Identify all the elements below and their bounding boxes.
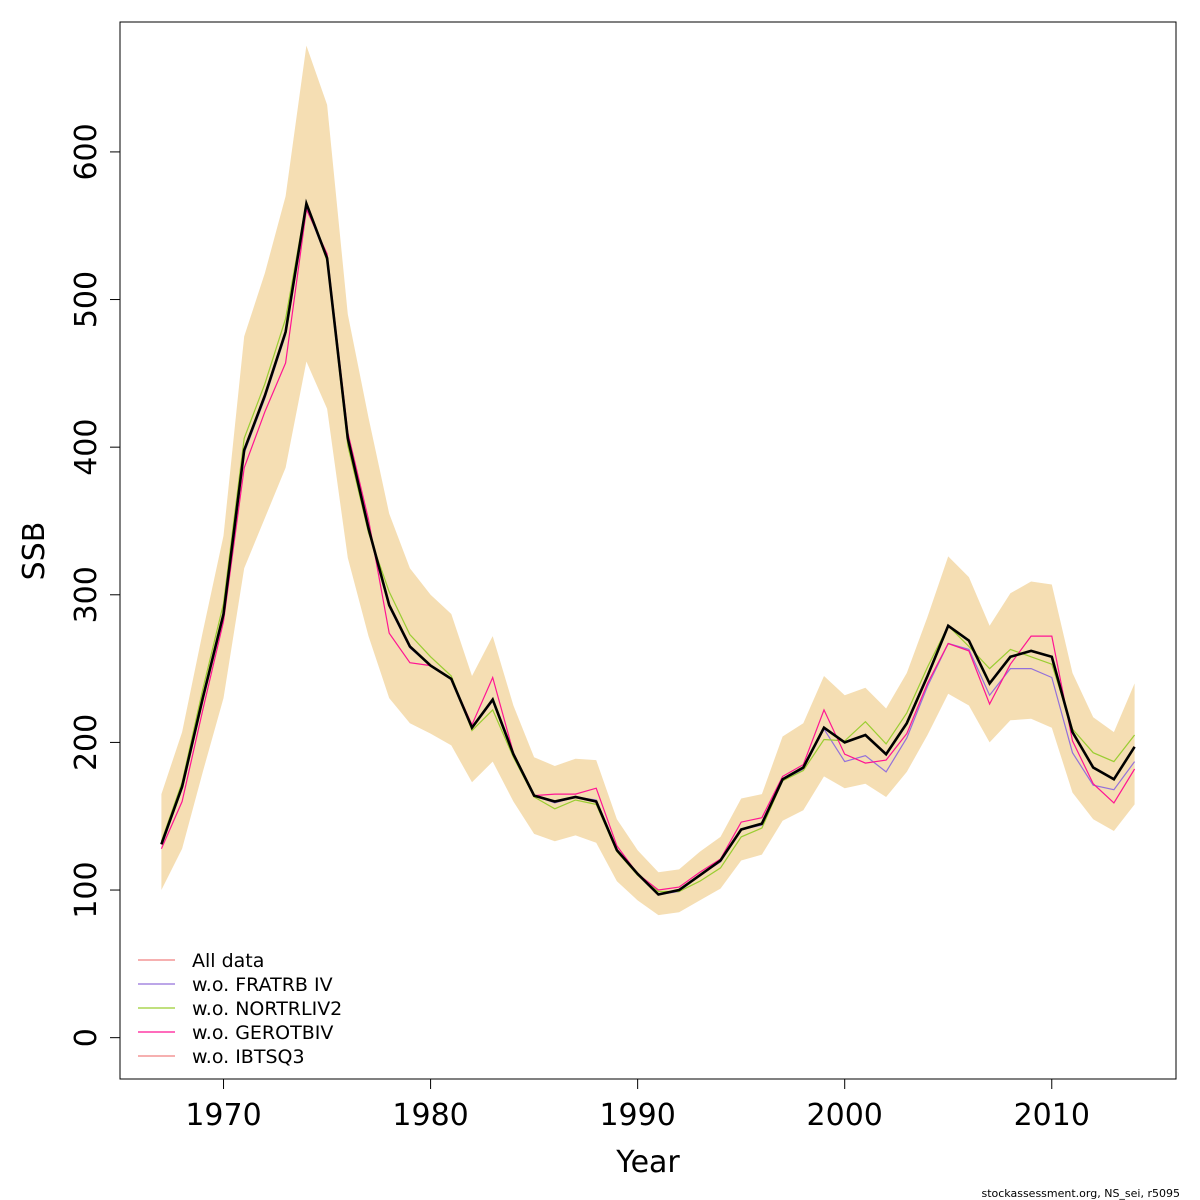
legend-label: w.o. IBTSQ3 xyxy=(192,1046,305,1068)
credit-text: stockassessment.org, NS_sei, r5095 xyxy=(981,1187,1180,1200)
legend-label: w.o. GEROTBIV xyxy=(192,1022,333,1044)
x-tick-label: 2000 xyxy=(807,1098,883,1133)
x-tick-label: 2010 xyxy=(1014,1098,1090,1133)
x-axis-title: Year xyxy=(615,1145,680,1180)
legend-label: w.o. NORTRLIV2 xyxy=(192,998,342,1020)
y-tick-label: 500 xyxy=(69,271,104,328)
y-tick-label: 100 xyxy=(69,861,104,918)
x-tick-label: 1980 xyxy=(392,1098,468,1133)
confidence-band xyxy=(161,45,1135,916)
y-axis: 0 100 200 300 400 500 600 xyxy=(69,123,121,1047)
y-tick-label: 0 xyxy=(69,1028,104,1047)
x-tick-label: 1990 xyxy=(599,1098,675,1133)
x-axis: 1970 1980 1990 2000 2010 xyxy=(185,1078,1090,1133)
ssb-estimate-line xyxy=(160,198,1136,896)
y-tick-label: 600 xyxy=(69,123,104,180)
y-tick-label: 400 xyxy=(69,419,104,476)
legend-label: All data xyxy=(192,950,264,972)
plot-frame xyxy=(119,21,1177,1080)
x-tick-label: 1970 xyxy=(185,1098,261,1133)
y-tick-label: 300 xyxy=(69,566,104,623)
legend-label: w.o. FRATRB IV xyxy=(192,974,333,996)
y-axis-title: SSB xyxy=(17,522,52,581)
y-tick-label: 200 xyxy=(69,714,104,771)
